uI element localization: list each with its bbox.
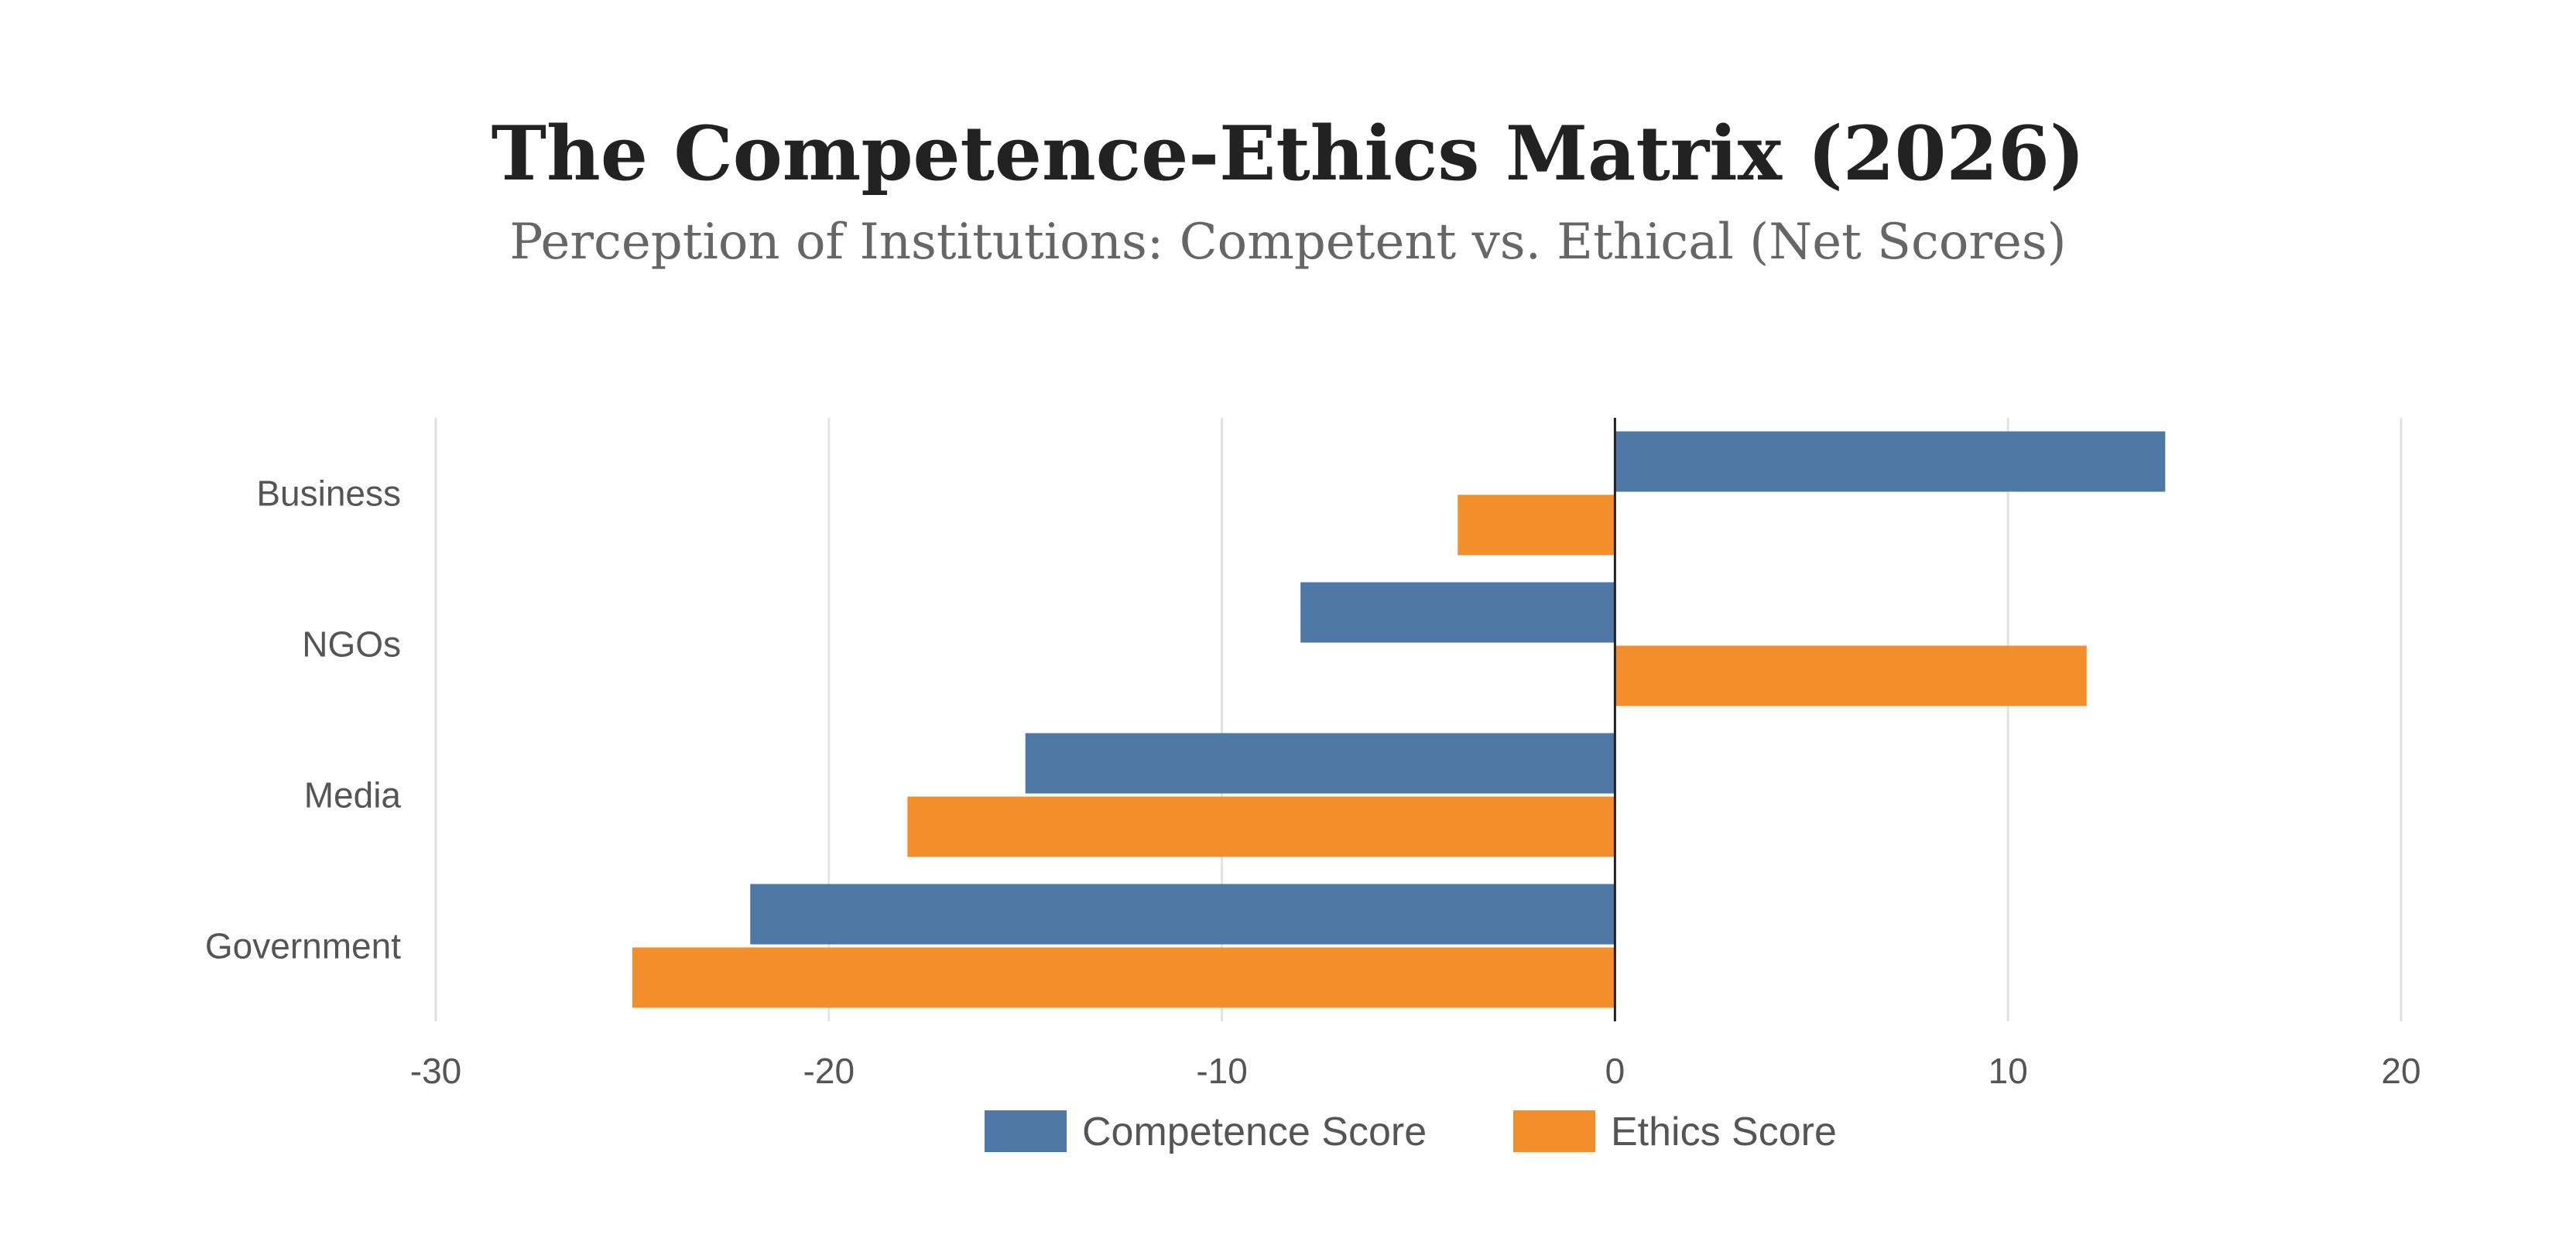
x-tick-label: -30 — [410, 1051, 461, 1091]
bar-media-ethics-score[interactable] — [907, 796, 1615, 857]
category-label: Media — [304, 775, 402, 816]
category-labels: Business NGOs Media Government — [205, 474, 402, 966]
x-tick-label: -20 — [803, 1051, 855, 1091]
bar-business-competence-score[interactable] — [1615, 431, 2166, 492]
x-tick-label: 0 — [1605, 1051, 1625, 1091]
bar-government-competence-score[interactable] — [750, 884, 1615, 945]
bar-ngos-competence-score[interactable] — [1300, 582, 1615, 643]
chart-title: The Competence-Ethics Matrix (2026) — [492, 110, 2085, 197]
bar-ngos-ethics-score[interactable] — [1615, 645, 2087, 706]
legend-label: Competence Score — [1082, 1110, 1427, 1154]
x-tick-label: 20 — [2381, 1051, 2420, 1091]
legend-swatch — [1513, 1110, 1595, 1152]
chart-subtitle: Perception of Institutions: Competent vs… — [509, 214, 2066, 271]
legend[interactable]: Competence Score Ethics Score — [985, 1110, 1837, 1154]
category-label: Government — [205, 926, 401, 966]
category-label: NGOs — [302, 624, 401, 665]
x-tick-label: -10 — [1196, 1051, 1247, 1091]
legend-item[interactable]: Competence Score — [985, 1110, 1427, 1154]
legend-item[interactable]: Ethics Score — [1513, 1110, 1837, 1154]
category-label: Business — [256, 474, 401, 514]
x-axis-ticks: -30 -20 -10 0 10 20 — [410, 1051, 2421, 1091]
x-tick-label: 10 — [1989, 1051, 2028, 1091]
bar-business-ethics-score[interactable] — [1458, 494, 1615, 556]
legend-label: Ethics Score — [1611, 1110, 1837, 1154]
bar-media-competence-score[interactable] — [1025, 733, 1615, 794]
bars — [632, 431, 2166, 1008]
bar-government-ethics-score[interactable] — [632, 947, 1615, 1008]
legend-swatch — [985, 1110, 1067, 1152]
